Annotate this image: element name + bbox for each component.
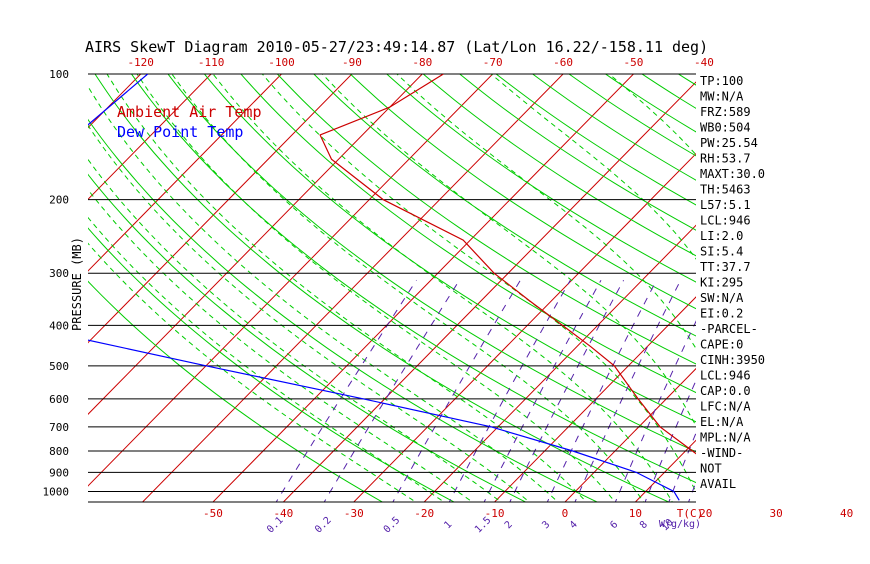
y-tick-label: 400 — [49, 319, 69, 332]
y-tick-label: 700 — [49, 421, 69, 434]
dry-adiabat-line — [296, 55, 870, 506]
moist-adiabat-line — [247, 55, 703, 506]
top-tick-label: -90 — [342, 56, 362, 69]
bottom-tick-label: 0 — [562, 507, 569, 520]
dry-adiabat-line — [225, 55, 870, 506]
y-tick-label: 800 — [49, 445, 69, 458]
moist-adiabat-line — [27, 55, 505, 506]
bottom-tick-label: 10 — [629, 507, 642, 520]
stability-index-label: SI:5.4 — [700, 245, 743, 259]
stability-index-label: -PARCEL- — [700, 322, 758, 336]
isotherm-line — [277, 55, 723, 509]
dry-adiabat-line — [366, 55, 870, 506]
isotherm-line — [206, 55, 652, 509]
chart-title: AIRS SkewT Diagram 2010-05-27/23:49:14.8… — [85, 38, 708, 56]
mixing-ratio-label: 0.2 — [313, 515, 334, 536]
y-tick-label: 100 — [49, 68, 69, 81]
y-tick-label: 1000 — [43, 486, 70, 499]
moist-adiabat-line — [835, 55, 870, 506]
isotherm-line — [0, 55, 19, 509]
stability-index-label: -WIND- — [700, 446, 743, 460]
mixing-ratio-line — [771, 280, 852, 505]
mixing-ratio-line — [508, 280, 623, 505]
y-tick-label: 600 — [49, 393, 69, 406]
top-tick-label: -40 — [694, 56, 714, 69]
mixing-ratio-label: 3 — [540, 519, 552, 531]
y-tick-label: 500 — [49, 360, 69, 373]
stability-index-label: MPL:N/A — [700, 431, 751, 445]
legend-item: Ambient Air Temp — [117, 103, 262, 121]
stability-index-label: KI:295 — [700, 276, 743, 290]
moist-adiabat-line — [199, 55, 674, 506]
stability-index-label: SW:N/A — [700, 291, 744, 305]
y-tick-label: 200 — [49, 194, 69, 207]
stability-index-label: TT:37.7 — [700, 260, 751, 274]
stability-index-label: LCL:946 — [700, 369, 751, 383]
top-tick-label: -120 — [127, 56, 154, 69]
top-tick-label: -70 — [483, 56, 503, 69]
mixing-ratio-label: 4 — [568, 519, 580, 531]
top-tick-label: -50 — [624, 56, 644, 69]
stability-index-label: CAPE:0 — [700, 338, 743, 352]
dry-adiabat-line — [649, 55, 870, 506]
stability-index-label: MAXT:30.0 — [700, 167, 765, 181]
stability-index-label: CAP:0.0 — [700, 384, 751, 398]
profile-lines — [0, 74, 743, 500]
mixing-ratio-label: 8 — [638, 519, 650, 531]
top-tick-label: -100 — [268, 56, 295, 69]
isotherm-line — [840, 55, 870, 509]
stability-index-label: WB0:504 — [700, 121, 751, 135]
stability-index-label: FRZ:589 — [700, 105, 751, 119]
y-tick-label: 900 — [49, 466, 69, 479]
bottom-tick-label: -30 — [344, 507, 364, 520]
stability-index-label: TH:5463 — [700, 183, 751, 197]
stability-index-label: LI:2.0 — [700, 229, 743, 243]
stability-index-label: L57:5.1 — [700, 198, 751, 212]
y-axis-label: PRESSURE (MB) — [70, 237, 84, 331]
top-tick-label: -80 — [412, 56, 432, 69]
y-tick-label: 300 — [49, 267, 69, 280]
mixing-ratio-line — [827, 280, 870, 505]
isotherm-line — [770, 55, 870, 509]
stability-index-label: MW:N/A — [700, 90, 744, 104]
mixing-ratio-line — [745, 280, 829, 505]
stability-index-label: CINH:3950 — [700, 353, 765, 367]
stability-index-label: LFC:N/A — [700, 400, 751, 414]
legend-item: Dew Point Temp — [117, 123, 243, 141]
mixing-ratio-axis-label: W(g/kg) — [659, 519, 701, 530]
mixing-ratio-line — [792, 280, 870, 505]
stability-index-label: EI:0.2 — [700, 307, 743, 321]
stability-index-label: TP:100 — [700, 74, 743, 88]
top-tick-label: -60 — [553, 56, 573, 69]
mixing-ratio-line — [482, 280, 601, 505]
mixing-ratio-line — [448, 280, 571, 505]
stability-index-label: NOT — [700, 462, 722, 476]
bottom-tick-label: 30 — [770, 507, 783, 520]
stability-index-label: LCL:946 — [700, 214, 751, 228]
mixing-ratio-label: 6 — [608, 519, 620, 531]
stability-index-label: RH:53.7 — [700, 152, 751, 166]
mixing-ratio-label: 1 — [442, 519, 454, 531]
stability-index-label: AVAIL — [700, 477, 736, 491]
bottom-tick-label: 40 — [840, 507, 853, 520]
mixing-ratio-label: 0.5 — [382, 515, 403, 536]
bottom-tick-label: -50 — [203, 507, 223, 520]
stability-index-label: EL:N/A — [700, 415, 744, 429]
bottom-tick-label: -20 — [414, 507, 434, 520]
top-tick-label: -110 — [198, 56, 225, 69]
stability-index-label: PW:25.54 — [700, 136, 758, 150]
dry-adiabat-line — [756, 55, 870, 506]
mixing-ratio-label: 2 — [503, 519, 515, 531]
